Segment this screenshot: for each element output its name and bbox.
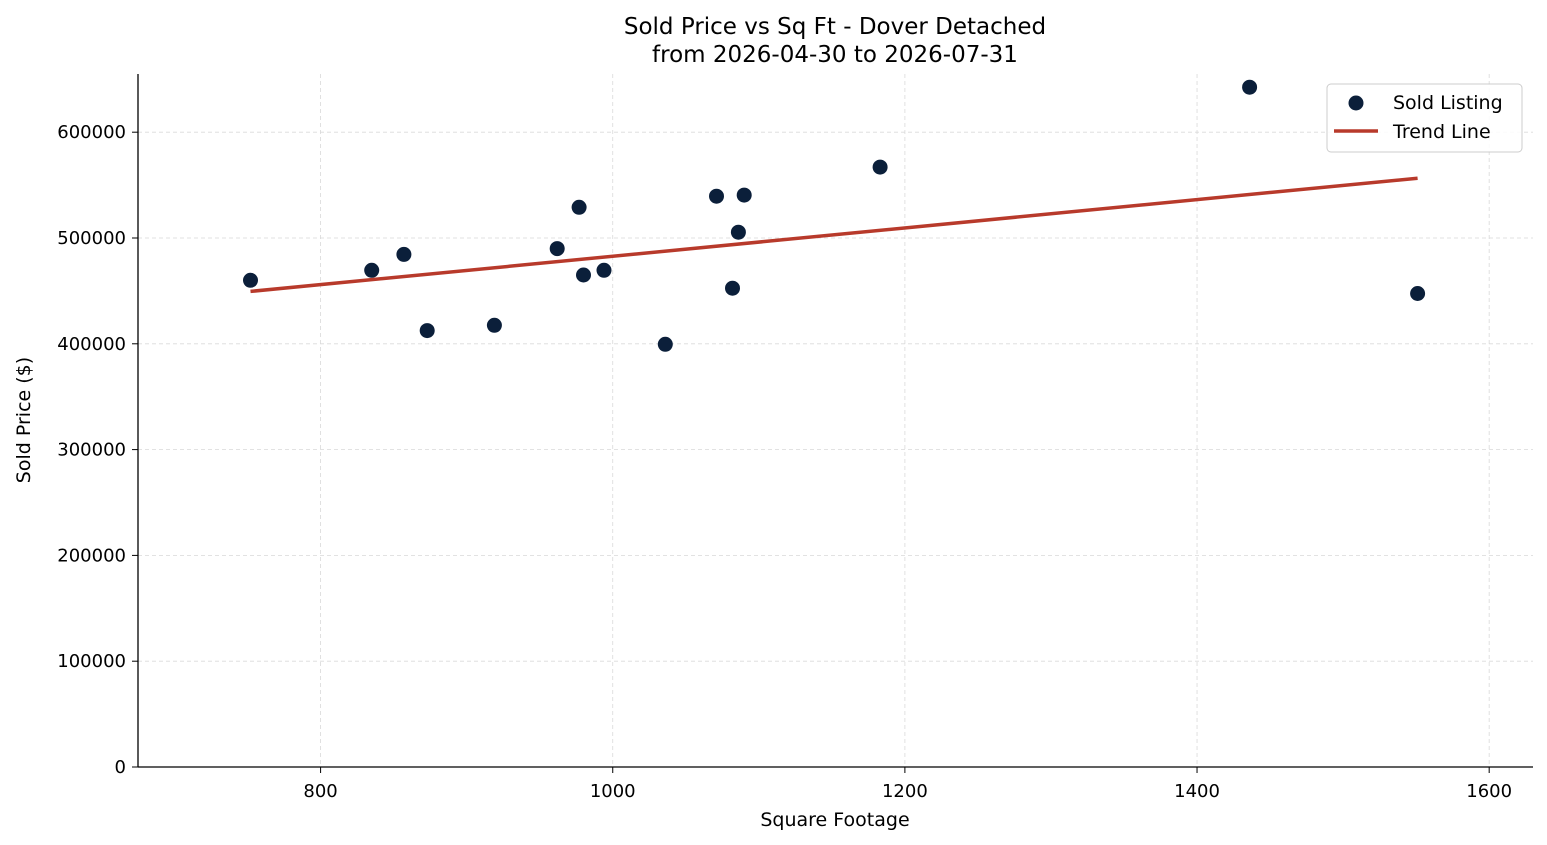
x-tick-label: 1200 [882,781,928,802]
data-point [730,224,746,240]
legend: Sold Listing Trend Line [1326,83,1523,153]
data-point [596,262,612,278]
y-tick-label: 300000 [57,440,126,461]
x-tick-label: 1000 [590,781,636,802]
y-tick-label: 0 [115,757,126,778]
y-axis-label: Sold Price ($) [13,357,35,483]
y-tick-label: 100000 [57,651,126,672]
legend-label-trend-line: Trend Line [1392,121,1491,143]
x-axis-label: Square Footage [760,809,909,831]
data-point [396,246,412,262]
x-tick-label: 800 [303,781,337,802]
data-point [549,241,565,257]
data-point [709,188,724,204]
data-point [657,336,673,352]
legend-marker-sold-listing [1348,95,1364,111]
x-tick-label: 1400 [1174,781,1220,802]
tick-labels: 800 1000 1200 1400 1600 0 100000 200000 300000 40… [57,122,1512,802]
data-point [364,262,380,278]
points-layer [243,79,1426,352]
chart-subtitle: from 2026-04-30 to 2026-07-31 [652,42,1018,68]
data-point [725,280,740,296]
legend-label-sold-listing: Sold Listing [1393,92,1503,114]
y-tick-label: 500000 [57,228,126,249]
trend-line-layer [250,176,1418,294]
data-point [1410,286,1426,301]
data-point [1242,79,1258,95]
data-point [872,159,888,175]
data-point [419,323,435,339]
gridlines [138,74,1533,768]
y-tick-label: 200000 [57,545,126,566]
data-point [486,317,502,333]
legend-box [1326,83,1523,153]
x-tick-label: 1600 [1466,781,1512,802]
trend-line [250,176,1418,294]
chart-title: Sold Price vs Sq Ft - Dover Detached [624,14,1046,40]
data-point [243,272,258,288]
y-tick-label: 400000 [57,334,126,355]
axes [132,74,1533,773]
data-point [576,267,591,283]
data-point [571,199,587,215]
data-point [736,187,752,203]
y-tick-label: 600000 [57,122,126,143]
